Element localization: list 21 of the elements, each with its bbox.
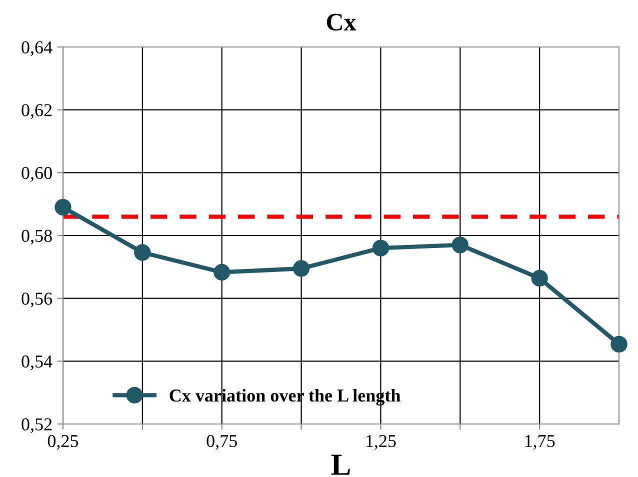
point	[134, 244, 151, 261]
point	[372, 240, 390, 256]
x-tick-label: 1,25	[366, 434, 396, 450]
x-tick-label: 0,75	[206, 434, 237, 450]
x-axis-title: L	[331, 454, 350, 475]
point	[214, 264, 230, 281]
chart-title: Cx	[326, 14, 356, 31]
point	[54, 198, 72, 216]
y-tick-label: 0,54	[22, 355, 52, 370]
point	[531, 270, 548, 287]
y-tick-label: 0,60	[22, 166, 52, 182]
x-tick-label: 0,25	[48, 434, 78, 450]
y-tick-label: 0,58	[22, 230, 52, 245]
point	[452, 236, 468, 254]
y-tick-label: 0,52	[22, 418, 52, 434]
y-tick-label: 0,62	[22, 104, 52, 119]
x-tick-label: 1,75	[525, 435, 555, 450]
point	[292, 260, 310, 277]
y-tick-label: 0,64	[22, 41, 52, 56]
point	[610, 336, 628, 353]
y-tick-label: 0,56	[22, 292, 52, 308]
